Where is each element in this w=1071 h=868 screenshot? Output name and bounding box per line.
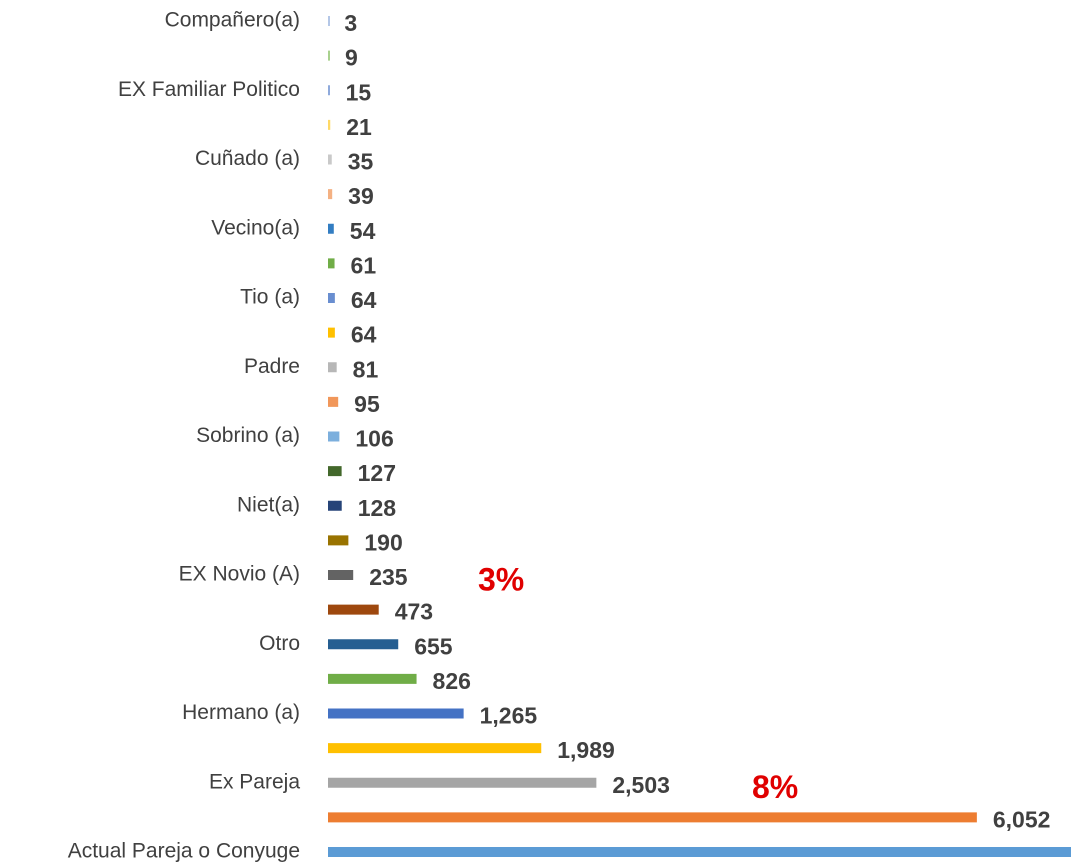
category-label: Ex Pareja <box>209 770 300 793</box>
category-label: Padre <box>244 355 300 378</box>
category-label: EX Novio (A) <box>179 563 300 586</box>
value-label: 39 <box>348 183 374 209</box>
category-label: Actual Pareja o Conyuge <box>68 840 300 863</box>
annotation: 8% <box>752 769 798 805</box>
value-label: 106 <box>355 426 393 452</box>
bar <box>328 535 349 546</box>
bar <box>328 327 335 338</box>
bar <box>328 847 1071 857</box>
category-label: Vecino(a) <box>211 216 300 239</box>
value-label: 128 <box>358 495 397 521</box>
value-label: 64 <box>351 287 377 313</box>
value-label: 1,989 <box>557 737 615 763</box>
value-label: 61 <box>351 252 377 278</box>
category-label: Niet(a) <box>237 493 300 516</box>
bar <box>328 154 332 165</box>
category-label: Cuñado (a) <box>195 147 300 170</box>
value-label: 655 <box>414 633 453 659</box>
value-label: 190 <box>364 529 402 555</box>
bar <box>328 431 340 442</box>
value-label: 127 <box>358 460 396 486</box>
bar <box>328 16 330 26</box>
category-label: Tio (a) <box>240 286 300 309</box>
value-label: 6,052 <box>993 806 1051 832</box>
bar <box>328 708 464 719</box>
bar <box>328 639 399 650</box>
value-label: 95 <box>354 391 380 417</box>
bar <box>328 812 977 823</box>
value-label: 9 <box>345 45 358 71</box>
bar <box>328 396 339 407</box>
value-label: 2,503 <box>612 772 670 798</box>
bar <box>328 258 335 269</box>
bar <box>328 500 342 511</box>
bar <box>328 743 542 754</box>
bar <box>328 673 417 684</box>
value-label: 64 <box>351 322 377 348</box>
value-label: 1,265 <box>480 703 538 729</box>
category-label: EX Familiar Politico <box>118 78 300 101</box>
value-label: 473 <box>395 599 433 625</box>
bar <box>328 777 597 788</box>
bar <box>328 570 354 580</box>
value-label: 235 <box>369 564 408 590</box>
value-label: 35 <box>348 149 374 175</box>
bar <box>328 362 337 373</box>
category-label: Compañero(a) <box>165 9 300 32</box>
bar <box>328 189 333 200</box>
bar <box>328 85 330 96</box>
category-label: Hermano (a) <box>182 701 300 724</box>
value-label: 21 <box>346 114 372 140</box>
value-label: 81 <box>353 356 379 382</box>
annotation: 3% <box>478 561 524 597</box>
bar <box>328 604 379 615</box>
bar <box>328 293 335 303</box>
value-label: 826 <box>433 668 471 694</box>
value-label: 54 <box>350 218 376 244</box>
category-label: Sobrino (a) <box>196 424 300 447</box>
category-label: Otro <box>259 632 300 655</box>
bar <box>328 50 330 61</box>
bar <box>328 119 331 130</box>
bar <box>328 466 342 477</box>
value-label: 15 <box>346 79 372 105</box>
value-label: 3 <box>344 10 357 36</box>
bar <box>328 223 334 234</box>
